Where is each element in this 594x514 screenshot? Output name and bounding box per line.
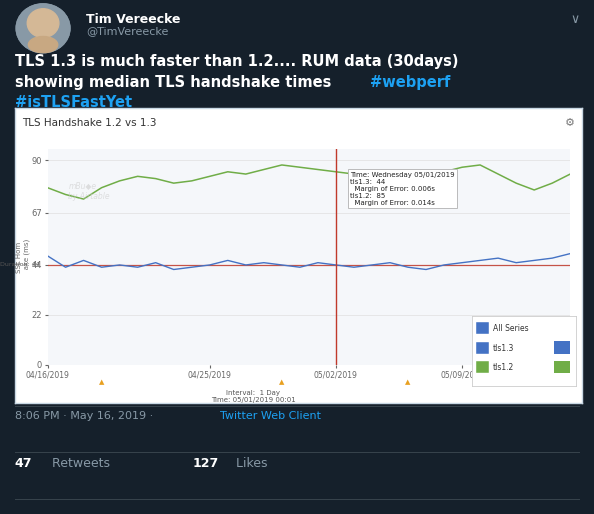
Text: Retweets: Retweets bbox=[48, 457, 109, 470]
Text: Legend: Legend bbox=[504, 377, 532, 386]
Text: TLS Handshake 1.2 vs 1.3: TLS Handshake 1.2 vs 1.3 bbox=[21, 118, 156, 128]
Text: ▲: ▲ bbox=[279, 379, 285, 385]
Text: showing median TLS handshake times: showing median TLS handshake times bbox=[15, 75, 336, 89]
Text: Tim Vereecke: Tim Vereecke bbox=[86, 13, 181, 26]
Text: ▲: ▲ bbox=[405, 379, 410, 385]
Text: ⚙: ⚙ bbox=[565, 118, 576, 128]
Text: ▾: ▾ bbox=[567, 377, 571, 386]
Text: Likes: Likes bbox=[232, 457, 267, 470]
Text: #webperf: #webperf bbox=[370, 75, 450, 89]
Text: 47: 47 bbox=[15, 457, 32, 470]
Text: Time: Wednesday 05/01/2019
tls1.3:  44
  Margin of Error: 0.006s
tls1.2:  85
  M: Time: Wednesday 05/01/2019 tls1.3: 44 Ma… bbox=[350, 172, 455, 206]
Text: Time: 05/01/2019 00:01: Time: 05/01/2019 00:01 bbox=[211, 397, 295, 403]
Text: #isTLSFastYet: #isTLSFastYet bbox=[15, 95, 132, 110]
FancyBboxPatch shape bbox=[476, 342, 489, 354]
Circle shape bbox=[27, 9, 59, 38]
Text: tls1.2: tls1.2 bbox=[493, 363, 514, 372]
Text: TLS 1.3 is much faster than 1.2.... RUM data (30days): TLS 1.3 is much faster than 1.2.... RUM … bbox=[15, 54, 459, 69]
FancyBboxPatch shape bbox=[554, 341, 570, 354]
Text: ∨: ∨ bbox=[570, 13, 579, 26]
Text: All Series: All Series bbox=[493, 324, 529, 334]
Text: Twitter Web Client: Twitter Web Client bbox=[220, 411, 321, 421]
Ellipse shape bbox=[29, 36, 58, 53]
Text: ▲: ▲ bbox=[99, 379, 105, 385]
FancyBboxPatch shape bbox=[476, 322, 489, 334]
Y-axis label: SSL Hom
   ake (ms): SSL Hom ake (ms) bbox=[16, 238, 30, 276]
Text: mBu◆e
by Airtable: mBu◆e by Airtable bbox=[68, 181, 110, 201]
FancyBboxPatch shape bbox=[476, 361, 489, 373]
FancyBboxPatch shape bbox=[554, 360, 570, 373]
Text: tls1.3: tls1.3 bbox=[493, 344, 514, 353]
Circle shape bbox=[15, 3, 71, 53]
Text: @TimVereecke: @TimVereecke bbox=[86, 26, 169, 35]
Text: 8:06 PM · May 16, 2019 ·: 8:06 PM · May 16, 2019 · bbox=[15, 411, 157, 421]
Text: 127: 127 bbox=[193, 457, 219, 470]
Text: Duration: 44: Duration: 44 bbox=[0, 263, 39, 267]
Text: Interval:  1 Day: Interval: 1 Day bbox=[226, 390, 280, 396]
